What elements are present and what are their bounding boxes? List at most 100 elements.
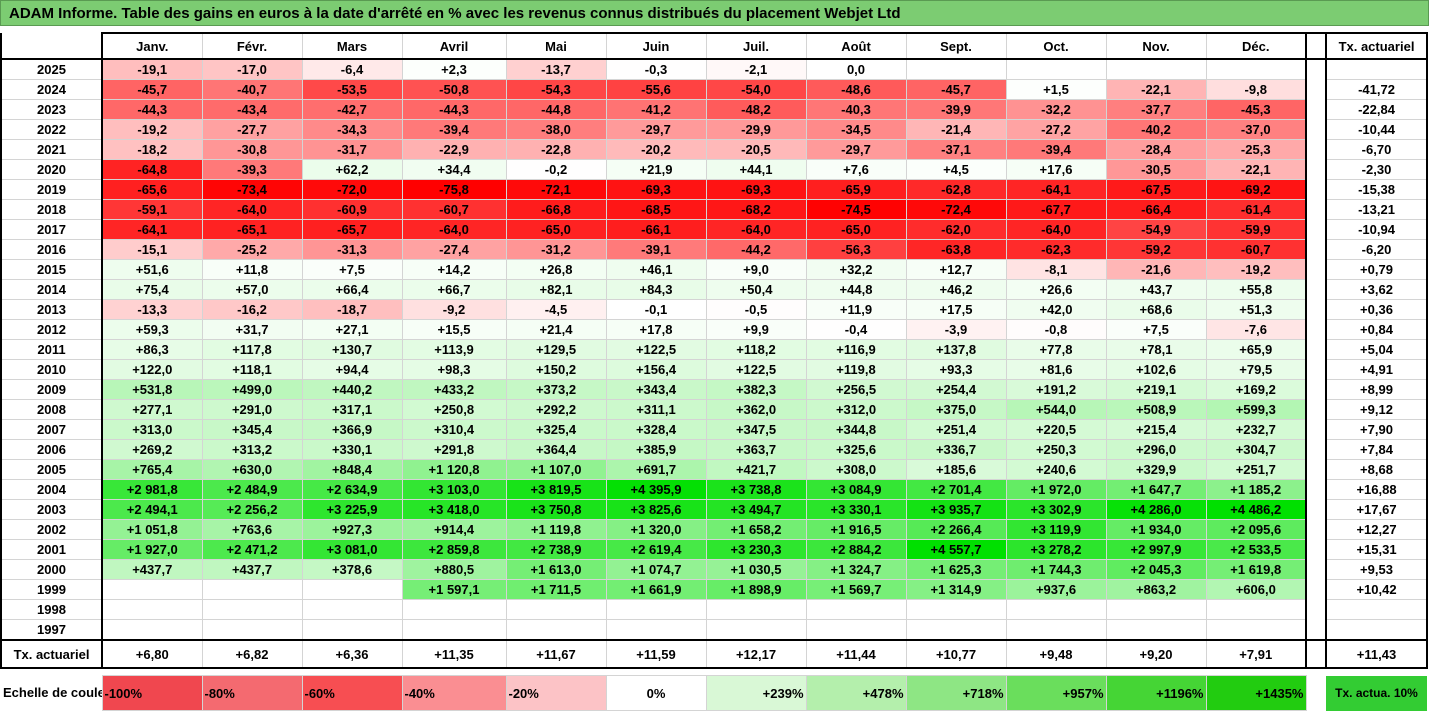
value-cell: -3,9: [905, 319, 1007, 340]
value-cell: +362,0: [705, 399, 807, 420]
value-cell: +1 074,7: [605, 559, 707, 580]
value-cell: +116,9: [805, 339, 907, 360]
tx-cell: -13,21: [1325, 199, 1428, 220]
month-header: Mai: [505, 32, 607, 60]
value-cell: [705, 599, 807, 620]
value-cell: +240,6: [1005, 459, 1107, 480]
value-cell: -27,2: [1005, 119, 1107, 140]
gap-cell: [1306, 675, 1326, 711]
value-cell: -69,3: [605, 179, 707, 200]
value-cell: -66,1: [605, 219, 707, 240]
value-cell: [805, 619, 907, 641]
value-cell: +129,5: [505, 339, 607, 360]
value-cell: -65,0: [505, 219, 607, 240]
value-cell: +46,1: [605, 259, 707, 280]
value-cell: +1 030,5: [705, 559, 807, 580]
month-header: Sept.: [905, 32, 1007, 60]
gap-cell: [1306, 119, 1326, 140]
tx-cell: [1325, 599, 1428, 620]
gap-cell: [1306, 479, 1326, 500]
value-cell: +382,3: [705, 379, 807, 400]
value-cell: +3 935,7: [905, 499, 1007, 520]
year-cell: 2021: [0, 139, 103, 160]
year-cell: 2008: [0, 399, 103, 420]
value-cell: -22,8: [505, 139, 607, 160]
year-cell: 1997: [0, 619, 103, 641]
value-cell: +9,0: [705, 259, 807, 280]
value-cell: [201, 599, 303, 620]
table-row: 2024 -45,7 -40,7 -53,5 -50,8 -54,3 -55,6 -54,0-…: [0, 79, 1428, 100]
value-cell: -45,7: [905, 79, 1007, 100]
value-cell: +118,2: [705, 339, 807, 360]
year-cell: 2014: [0, 279, 103, 300]
value-cell: +312,0: [805, 399, 907, 420]
value-cell: -8,1: [1005, 259, 1107, 280]
value-cell: -4,5: [505, 299, 607, 320]
value-cell: +3 330,1: [805, 499, 907, 520]
spacer-cell: [1006, 668, 1106, 676]
value-cell: +1 185,2: [1205, 479, 1307, 500]
table-row: 1998: [0, 599, 1428, 620]
table-row: 2007 +313,0 +345,4 +366,9 +310,4 +325,4 +328,4…: [0, 419, 1428, 440]
value-cell: +313,2: [201, 439, 303, 460]
value-cell: +1 898,9: [705, 579, 807, 600]
table-row: 2003 +2 494,1 +2 256,2 +3 225,9 +3 418,0 +3 7…: [0, 499, 1428, 520]
value-cell: +50,4: [705, 279, 807, 300]
value-cell: +44,8: [805, 279, 907, 300]
value-cell: +1 647,7: [1105, 479, 1207, 500]
month-header: Mars: [301, 32, 403, 60]
value-cell: -72,4: [905, 199, 1007, 220]
value-cell: +2 095,6: [1205, 519, 1307, 540]
month-header: Oct.: [1005, 32, 1107, 60]
value-cell: +17,6: [1005, 159, 1107, 180]
value-cell: +1 744,3: [1005, 559, 1107, 580]
value-cell: +343,4: [605, 379, 707, 400]
year-cell: 2006: [0, 439, 103, 460]
value-cell: +2 981,8: [101, 479, 203, 500]
gap-cell: [1306, 99, 1326, 120]
color-scale-row: Echelle de couleur-100%-80%-60%-40%-20%0…: [1, 675, 1427, 711]
value-cell: +119,8: [805, 359, 907, 380]
gap-cell: [1306, 579, 1326, 600]
value-cell: +2 997,9: [1105, 539, 1207, 560]
table-row: 2005 +765,4 +630,0 +848,4 +1 120,8 +1 107,0 +6…: [0, 459, 1428, 480]
value-cell: +1 119,8: [505, 519, 607, 540]
table-row: 2022 -19,2 -27,7 -34,3 -39,4 -38,0 -29,7 -29,9-…: [0, 119, 1428, 140]
value-cell: -64,8: [101, 159, 203, 180]
gap-cell: [1306, 319, 1326, 340]
value-cell: +122,5: [605, 339, 707, 360]
value-cell: +763,6: [201, 519, 303, 540]
year-cell: 2018: [0, 199, 103, 220]
year-cell: 1999: [0, 579, 103, 600]
tx-cell: +7,90: [1325, 419, 1428, 440]
tx-cell: -6,70: [1325, 139, 1428, 160]
value-cell: +62,2: [301, 159, 403, 180]
value-cell: +93,3: [905, 359, 1007, 380]
year-cell: 2024: [0, 79, 103, 100]
table-row: 2025 -19,1 -17,0 -6,4 +2,3 -13,7 -0,3 -2,1 0,0: [0, 58, 1428, 80]
value-cell: +2 859,8: [401, 539, 507, 560]
value-cell: [805, 599, 907, 620]
color-scale-swatch: +957%: [1005, 675, 1107, 711]
value-cell: +313,0: [101, 419, 203, 440]
month-header: Déc.: [1205, 32, 1307, 60]
value-cell: +26,8: [505, 259, 607, 280]
value-cell: +57,0: [201, 279, 303, 300]
tx-cell: +9,12: [1325, 399, 1428, 420]
value-cell: +2,3: [401, 58, 507, 80]
value-cell: +328,4: [605, 419, 707, 440]
value-cell: [1205, 599, 1307, 620]
tx-cell: +12,27: [1325, 519, 1428, 540]
value-cell: -48,2: [705, 99, 807, 120]
month-header: Juin: [605, 32, 707, 60]
value-cell: +220,5: [1005, 419, 1107, 440]
value-cell: +296,0: [1105, 439, 1207, 460]
value-cell: +437,7: [201, 559, 303, 580]
value-cell: +21,4: [505, 319, 607, 340]
value-cell: +1 107,0: [505, 459, 607, 480]
value-cell: +1 972,0: [1005, 479, 1107, 500]
year-cell: 2010: [0, 359, 103, 380]
value-cell: -39,9: [905, 99, 1007, 120]
tx-cell: +15,31: [1325, 539, 1428, 560]
value-cell: -48,6: [805, 79, 907, 100]
